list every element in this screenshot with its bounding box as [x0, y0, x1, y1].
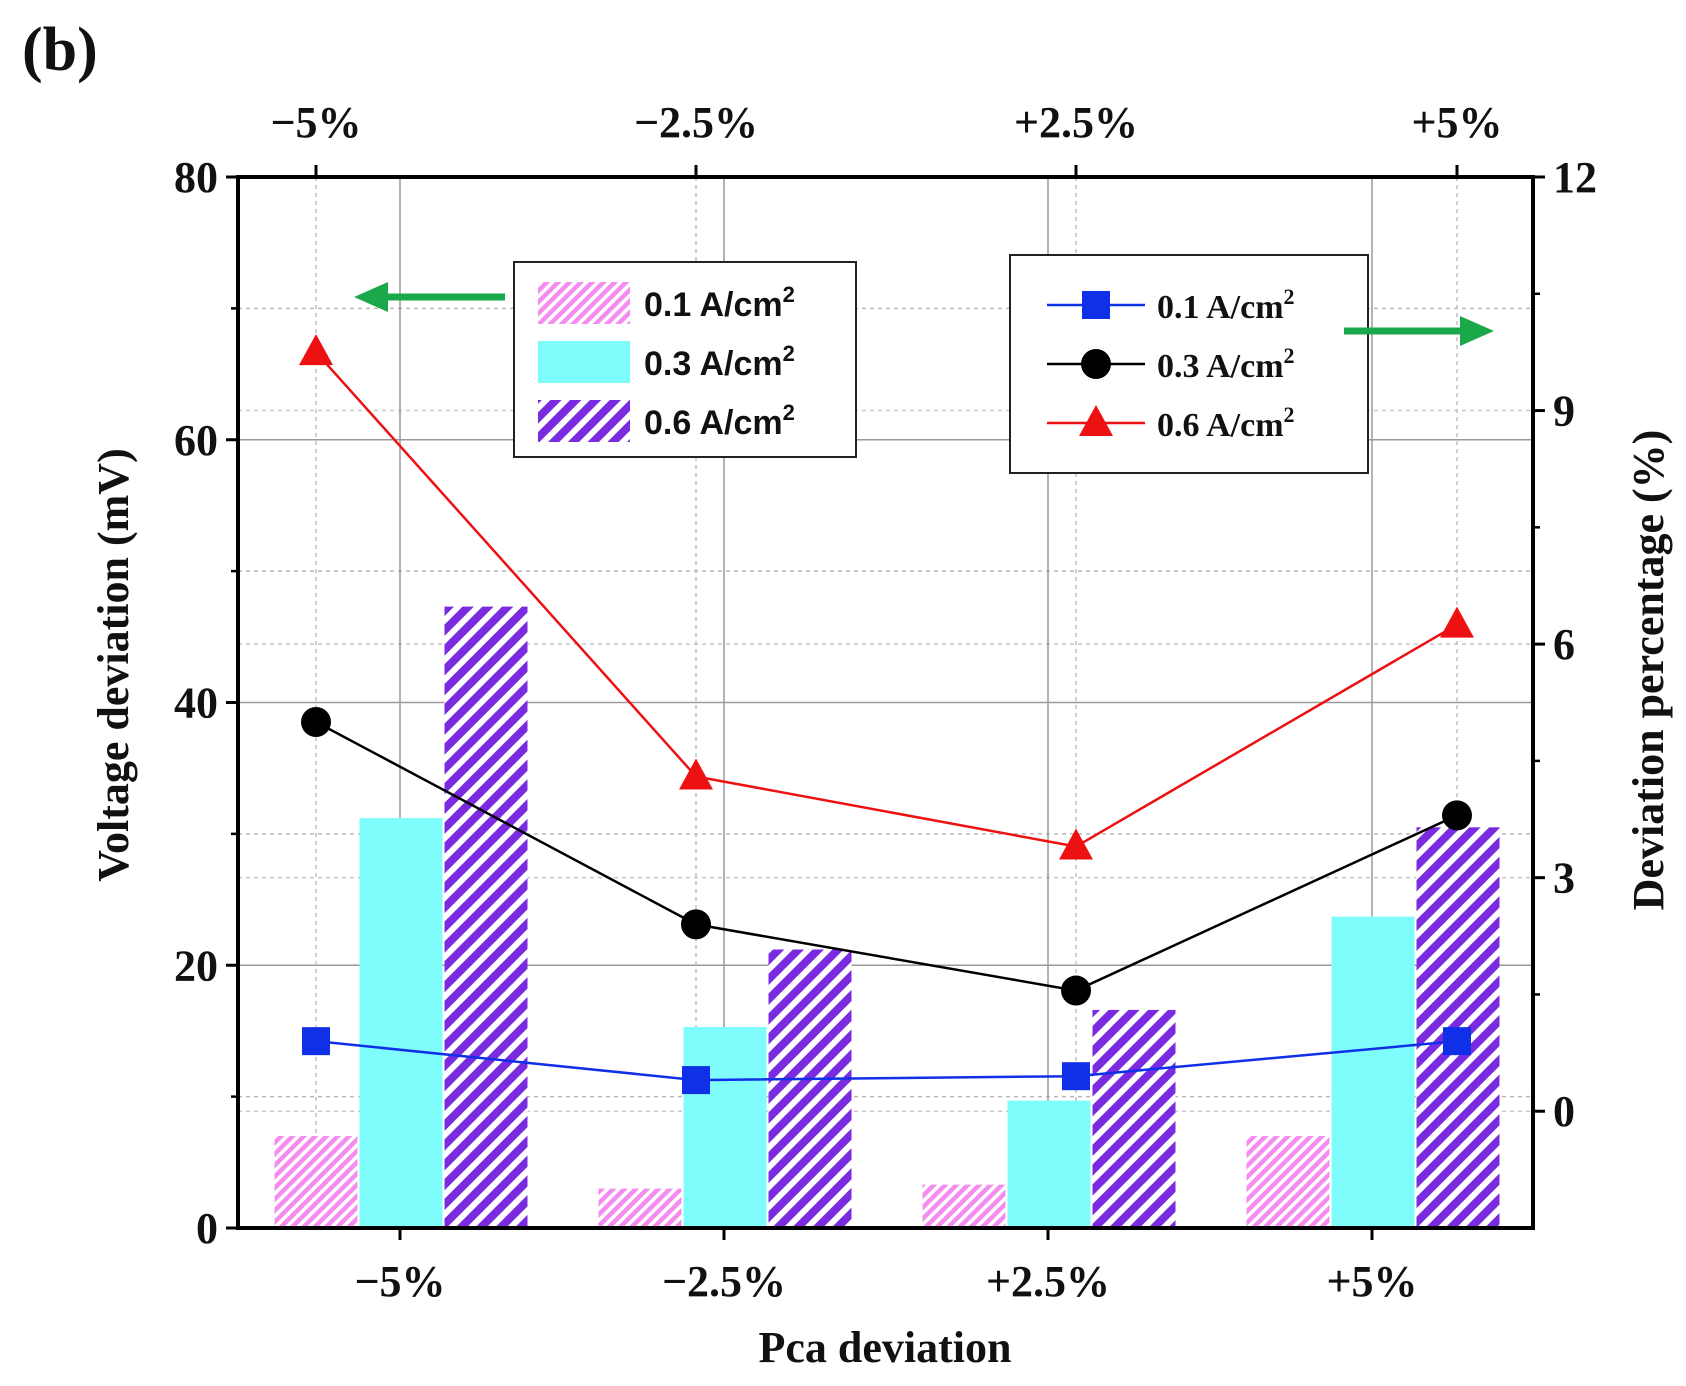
series-line — [315, 720, 1458, 992]
bar — [1007, 1100, 1091, 1228]
x-tick-label-bottom: +2.5% — [986, 1257, 1110, 1306]
legend-marker-circle — [1081, 349, 1111, 379]
legend-bar-swatch — [538, 341, 630, 383]
x-axis-label: Pca deviation — [759, 1323, 1012, 1372]
bar — [922, 1184, 1006, 1228]
legend-bar-superscript: 2 — [783, 282, 795, 307]
y-tick-label-right: 12 — [1553, 153, 1597, 202]
y-axis-label-right: Deviation percentage (%) — [1624, 430, 1673, 911]
series-line — [315, 351, 1458, 848]
panel-label: (b) — [22, 16, 98, 84]
data-point-square — [302, 1027, 330, 1056]
legend-bar-label: 0.3 A/cm2 — [644, 341, 795, 383]
legend-bar-swatch — [538, 400, 630, 442]
data-point-square — [1443, 1027, 1471, 1056]
x-tick-label-top: −5% — [270, 98, 361, 147]
y-tick-label-left: 60 — [174, 416, 218, 465]
y-tick-label-right: 3 — [1553, 854, 1575, 903]
data-point-triangle — [1059, 828, 1093, 860]
legend-line-text: 0.1 A/cm — [1157, 289, 1284, 326]
legend-marker-triangle — [1079, 405, 1113, 436]
legend-line-text: 0.3 A/cm — [1157, 348, 1284, 385]
legend-marker-square — [1082, 291, 1110, 319]
bars — [274, 606, 1500, 1228]
bar — [768, 949, 852, 1228]
data-point-circle — [1061, 975, 1091, 1006]
x-tick-label-bottom: +5% — [1326, 1257, 1417, 1306]
bar — [1092, 1009, 1176, 1228]
legend-line-label: 0.6 A/cm2 — [1157, 402, 1295, 444]
series-line — [315, 1039, 1458, 1082]
bar — [1246, 1136, 1330, 1228]
legend-bar-label: 0.1 A/cm2 — [644, 282, 795, 324]
data-point-circle — [1442, 800, 1472, 831]
legend-line-text: 0.6 A/cm — [1157, 407, 1284, 444]
bar — [274, 1136, 358, 1228]
legend-bar-superscript: 2 — [783, 400, 795, 425]
legend-line-label: 0.3 A/cm2 — [1157, 343, 1295, 385]
data-point-triangle — [299, 334, 333, 366]
legend-lines-box — [1009, 254, 1369, 474]
legend-bar-text: 0.6 A/cm — [644, 404, 783, 442]
y-tick-label-right: 6 — [1553, 620, 1575, 669]
data-point-square — [682, 1066, 710, 1095]
y-tick-label-left: 40 — [174, 679, 218, 728]
legend-bar-superscript: 2 — [783, 341, 795, 366]
x-tick-label-top: +2.5% — [1014, 98, 1138, 147]
data-point-circle — [681, 909, 711, 940]
legend-bar-text: 0.1 A/cm — [644, 286, 783, 324]
y-tick-label-right: 0 — [1553, 1087, 1575, 1136]
legend-line-superscript: 2 — [1284, 402, 1295, 427]
y-tick-label-left: 0 — [196, 1204, 218, 1253]
bar — [444, 606, 528, 1228]
lines — [299, 334, 1474, 1095]
bar — [598, 1188, 682, 1228]
bar — [683, 1026, 767, 1228]
data-point-square — [1062, 1062, 1090, 1091]
bar — [1331, 916, 1415, 1228]
data-point-triangle — [679, 758, 713, 790]
legend-line-superscript: 2 — [1284, 284, 1295, 309]
bar — [359, 818, 443, 1228]
y-axis-label-left: Voltage deviation (mV) — [89, 448, 138, 881]
x-tick-label-top: +5% — [1411, 98, 1502, 147]
data-point-triangle — [1440, 606, 1474, 638]
right-arrow-icon — [1460, 316, 1494, 346]
legend-line-superscript: 2 — [1284, 343, 1295, 368]
legend-bar-label: 0.6 A/cm2 — [644, 400, 795, 442]
data-point-circle — [301, 706, 331, 737]
axis-arrows — [354, 282, 1494, 346]
y-tick-label-left: 80 — [174, 153, 218, 202]
x-tick-label-bottom: −5% — [354, 1257, 445, 1306]
legend-bar-swatch — [538, 282, 630, 324]
axes: 0 20 40 60 80 0 3 6 9 12 −5% −2.5% +2.5% +5% −5% −2.5% +… — [174, 98, 1597, 1306]
x-tick-label-top: −2.5% — [634, 98, 758, 147]
left-arrow-icon — [354, 282, 388, 312]
legend-line-label: 0.1 A/cm2 — [1157, 284, 1295, 326]
y-tick-label-left: 20 — [174, 941, 218, 990]
y-tick-label-right: 9 — [1553, 387, 1575, 436]
x-tick-label-bottom: −2.5% — [662, 1257, 786, 1306]
legend-bar-text: 0.3 A/cm — [644, 345, 783, 383]
